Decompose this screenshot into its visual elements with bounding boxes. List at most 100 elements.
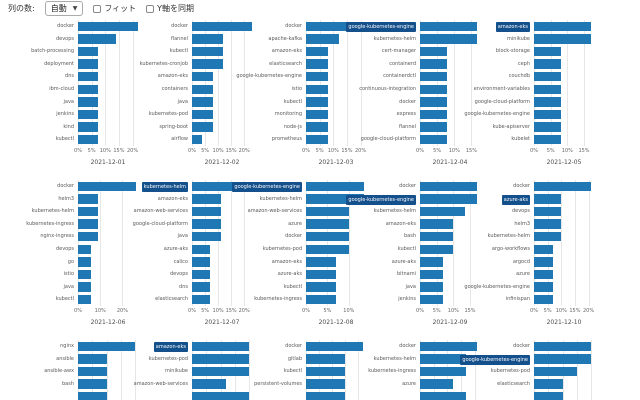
bar[interactable] (192, 354, 250, 364)
bar[interactable] (306, 181, 364, 192)
bar[interactable] (306, 379, 346, 389)
bar[interactable] (306, 97, 328, 107)
bar[interactable] (420, 46, 448, 57)
fit-checkbox[interactable]: フィット (93, 3, 136, 14)
bar[interactable] (420, 71, 448, 82)
bar[interactable] (534, 206, 562, 217)
bar[interactable] (192, 341, 250, 352)
bar[interactable] (306, 244, 349, 255)
bar[interactable] (192, 366, 250, 377)
bar[interactable] (420, 21, 477, 32)
bar[interactable] (420, 391, 467, 400)
bar[interactable] (534, 194, 562, 204)
bar[interactable] (534, 379, 563, 389)
bar[interactable] (78, 194, 98, 204)
bar[interactable] (534, 231, 562, 242)
bar[interactable] (192, 194, 221, 204)
bar[interactable] (192, 282, 211, 292)
bar[interactable] (534, 354, 592, 364)
bar[interactable] (420, 134, 448, 145)
bar[interactable] (420, 282, 444, 292)
bar[interactable] (78, 109, 99, 120)
bar[interactable] (306, 71, 328, 82)
bar[interactable] (192, 59, 224, 69)
bar[interactable] (192, 181, 250, 192)
bar[interactable] (306, 194, 364, 204)
bar[interactable] (306, 366, 346, 377)
bar[interactable] (306, 269, 336, 280)
bar[interactable] (534, 244, 554, 255)
bar[interactable] (78, 84, 99, 95)
bar[interactable] (78, 21, 138, 32)
bar[interactable] (420, 109, 448, 120)
bar[interactable] (306, 59, 328, 69)
bar[interactable] (78, 269, 92, 280)
bar[interactable] (192, 294, 211, 305)
bar[interactable] (420, 84, 448, 95)
bar[interactable] (192, 269, 211, 280)
bar[interactable] (192, 379, 227, 389)
bar[interactable] (78, 294, 92, 305)
bar[interactable] (78, 122, 99, 132)
bar[interactable] (78, 244, 92, 255)
bar[interactable] (192, 71, 213, 82)
bar[interactable] (534, 59, 561, 69)
bar[interactable] (420, 244, 454, 255)
bar[interactable] (306, 109, 328, 120)
bar[interactable] (420, 59, 448, 69)
bar[interactable] (420, 257, 444, 267)
bar[interactable] (192, 84, 213, 95)
bar[interactable] (306, 257, 336, 267)
bar[interactable] (192, 134, 203, 145)
bar[interactable] (306, 391, 346, 400)
bar[interactable] (420, 269, 444, 280)
bar[interactable] (192, 206, 221, 217)
bar[interactable] (420, 181, 477, 192)
bar[interactable] (306, 219, 349, 229)
bar[interactable] (306, 21, 366, 32)
bar[interactable] (534, 71, 561, 82)
bar[interactable] (78, 391, 107, 400)
bar[interactable] (78, 219, 98, 229)
bar[interactable] (420, 379, 453, 389)
bar[interactable] (534, 269, 554, 280)
bar[interactable] (306, 354, 346, 364)
bar[interactable] (306, 122, 328, 132)
bar[interactable] (306, 231, 349, 242)
bar[interactable] (78, 282, 92, 292)
bar[interactable] (192, 34, 224, 44)
sync-y-axis-checkbox[interactable]: Y軸を同期 (146, 3, 194, 14)
bar[interactable] (534, 181, 592, 192)
bar[interactable] (192, 97, 213, 107)
bar[interactable] (306, 134, 328, 145)
bar[interactable] (192, 109, 213, 120)
bar[interactable] (420, 34, 477, 44)
bar[interactable] (78, 354, 107, 364)
bar[interactable] (78, 366, 107, 377)
bar[interactable] (78, 97, 99, 107)
bar[interactable] (534, 294, 554, 305)
bar[interactable] (420, 366, 467, 377)
bar[interactable] (420, 294, 444, 305)
bar[interactable] (534, 391, 563, 400)
bar[interactable] (78, 181, 136, 192)
bar[interactable] (420, 194, 477, 204)
bar[interactable] (534, 84, 561, 95)
bar[interactable] (306, 206, 349, 217)
bar[interactable] (420, 354, 467, 364)
bar[interactable] (78, 257, 92, 267)
bar[interactable] (534, 282, 554, 292)
bar[interactable] (534, 219, 562, 229)
bar[interactable] (306, 84, 328, 95)
bar[interactable] (192, 244, 211, 255)
bar[interactable] (78, 59, 99, 69)
bar[interactable] (534, 366, 577, 377)
bar[interactable] (534, 97, 561, 107)
bar[interactable] (306, 294, 336, 305)
bar[interactable] (78, 379, 107, 389)
bar[interactable] (534, 341, 592, 352)
bar[interactable] (78, 134, 99, 145)
bar[interactable] (192, 46, 224, 57)
bar[interactable] (192, 219, 221, 229)
bar[interactable] (78, 71, 99, 82)
